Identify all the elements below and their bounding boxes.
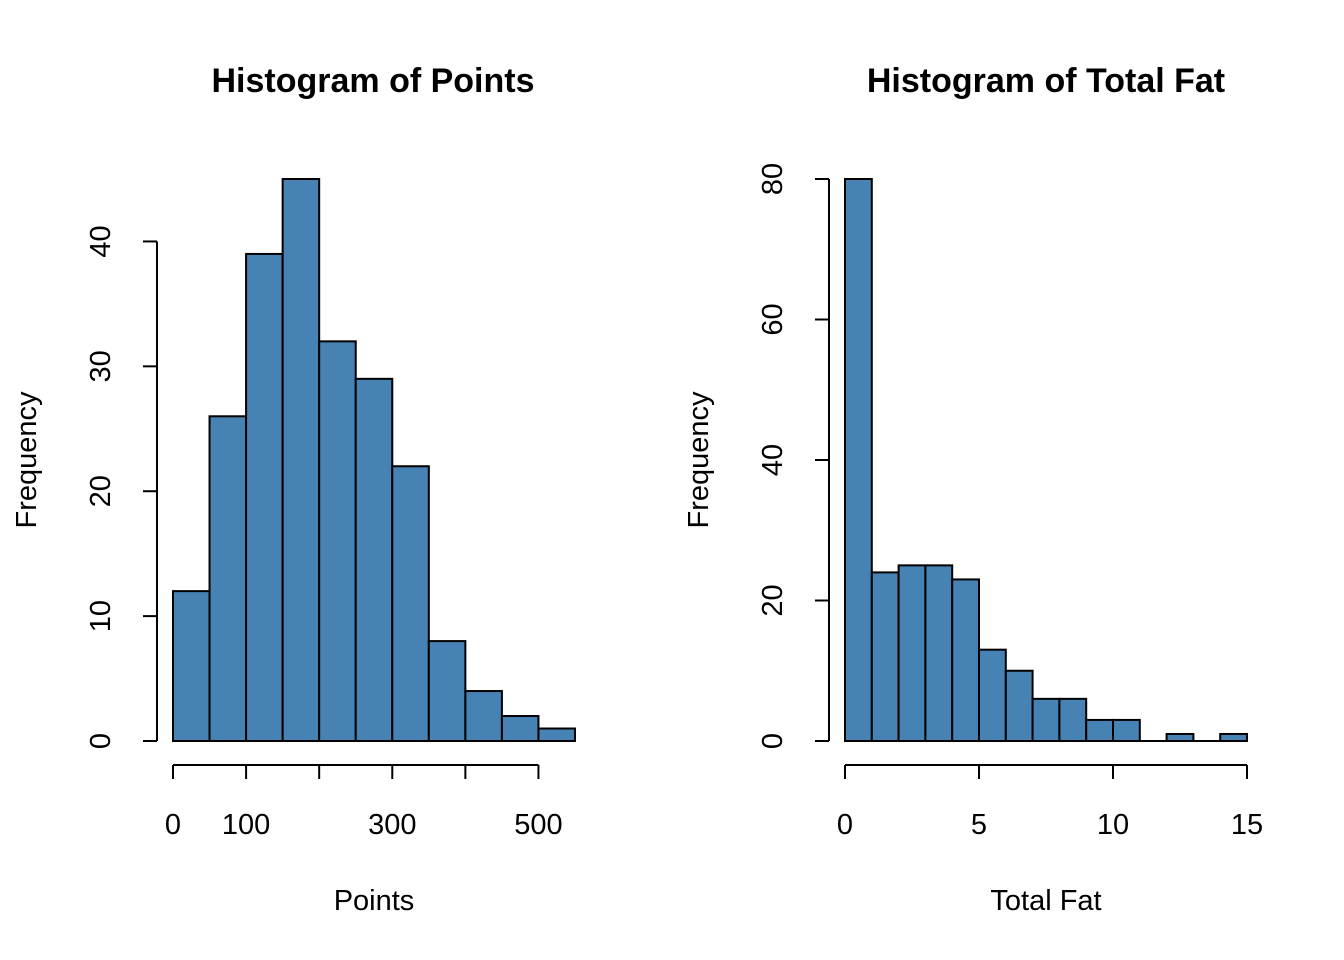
points-histogram-bar: [281, 178, 321, 742]
total-fat-histogram-y-axis-label: Frequency: [683, 391, 715, 529]
total-fat-histogram-title: Histogram of Total Fat: [867, 62, 1225, 100]
total-fat-histogram-y-axis: 0 20 40 60 80: [757, 163, 830, 749]
total-fat-histogram-y-tick-label: 40: [757, 444, 789, 476]
total-fat-histogram-bar: [1004, 669, 1034, 742]
points-histogram-bar: [318, 340, 357, 742]
total-fat-histogram-bars: [844, 178, 1248, 743]
points-histogram-x-tick-label: 0: [165, 809, 181, 841]
points-histogram-bar: [208, 415, 248, 742]
points-histogram-y-axis: 0 10 20 30 40: [85, 225, 158, 749]
points-histogram-y-axis-label: Frequency: [11, 391, 43, 529]
total-fat-histogram-x-axis: 0 5 10 15: [837, 764, 1263, 841]
total-fat-histogram-y-tick-label: 20: [757, 584, 789, 616]
total-fat-histogram-x-tick-label: 10: [1097, 809, 1129, 841]
total-fat-histogram-bar: [1085, 718, 1114, 742]
points-histogram-bar: [354, 377, 394, 742]
points-histogram-x-axis: 0 100 300 500: [165, 764, 563, 841]
total-fat-histogram-x-axis-label: Total Fat: [990, 885, 1101, 917]
total-fat-histogram-bar: [897, 564, 927, 742]
points-histogram-bar: [172, 590, 211, 743]
total-fat-histogram-panel: Histogram of Total Fat Total Fat Frequen…: [683, 62, 1263, 917]
points-histogram-y-tick-label: 20: [85, 475, 117, 507]
points-histogram-x-axis-label: Points: [334, 885, 415, 917]
total-fat-histogram-bar: [870, 571, 900, 743]
points-histogram-bar: [427, 640, 467, 742]
points-histogram-x-tick-label: 100: [222, 809, 270, 841]
total-fat-histogram-bar: [1031, 697, 1061, 742]
total-fat-histogram-bar: [924, 564, 954, 742]
total-fat-histogram-bar: [844, 178, 873, 742]
points-histogram-bar: [464, 690, 503, 742]
total-fat-histogram-bar: [951, 578, 981, 742]
total-fat-histogram-bar: [1058, 697, 1088, 742]
points-histogram-y-tick-label: 0: [85, 733, 117, 749]
points-histogram-y-tick-label: 40: [85, 225, 117, 257]
total-fat-histogram-x-tick-label: 15: [1231, 809, 1263, 841]
total-fat-histogram-y-tick-label: 60: [757, 303, 789, 335]
total-fat-histogram-x-tick-label: 0: [837, 809, 853, 841]
total-fat-histogram-y-tick-label: 0: [757, 733, 789, 749]
points-histogram-x-tick-label: 300: [368, 809, 416, 841]
total-fat-histogram-x-tick-label: 5: [971, 809, 987, 841]
points-histogram-y-tick-label: 10: [85, 600, 117, 632]
total-fat-histogram-bar: [1165, 732, 1195, 742]
points-histogram-panel: Histogram of Points Points Frequency 0 10…: [11, 62, 576, 917]
total-fat-histogram-bar: [1219, 732, 1248, 742]
total-fat-histogram-bar: [978, 648, 1007, 742]
points-histogram-title: Histogram of Points: [211, 62, 534, 100]
points-histogram-y-tick-label: 30: [85, 350, 117, 382]
points-histogram-x-tick-label: 500: [514, 809, 562, 841]
points-histogram-bar: [245, 252, 284, 743]
total-fat-histogram-bar: [1112, 718, 1141, 742]
total-fat-histogram-y-tick-label: 80: [757, 163, 789, 195]
points-histogram-bar: [500, 715, 540, 742]
points-histogram-bar: [391, 465, 430, 742]
points-histogram-bar: [537, 727, 576, 742]
points-histogram-bars: [172, 178, 576, 743]
